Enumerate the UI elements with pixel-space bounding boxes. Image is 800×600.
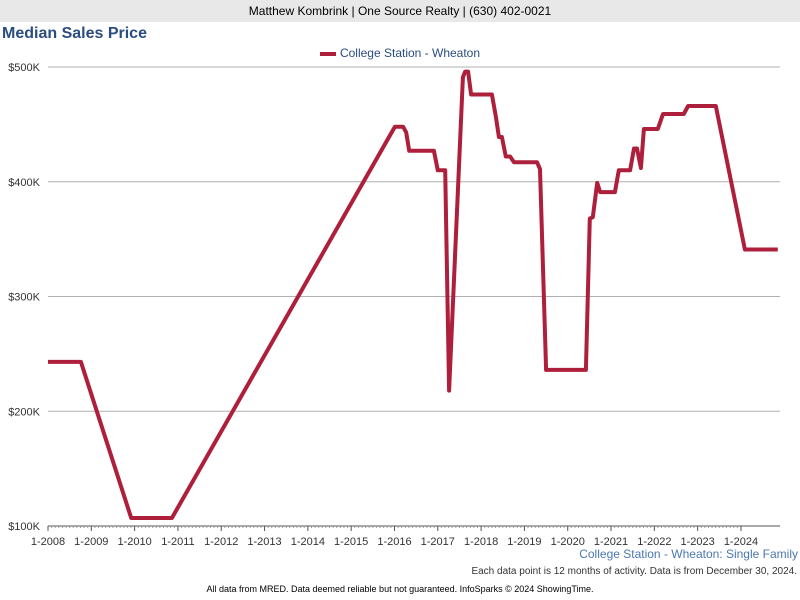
y-tick-label: $500K — [8, 62, 40, 74]
x-tick-label: 1-2011 — [161, 536, 194, 548]
data-note: Each data point is 12 months of activity… — [471, 566, 797, 577]
x-tick-label: 1-2015 — [334, 536, 368, 548]
x-tick-label: 1-2009 — [74, 536, 108, 548]
x-tick-label: 1-2017 — [421, 536, 455, 548]
chart-subtitle: College Station - Wheaton: Single Family — [579, 547, 798, 561]
legend-swatch — [319, 51, 336, 56]
x-tick-label: 1-2023 — [681, 536, 715, 548]
y-tick-label: $400K — [8, 177, 40, 189]
x-tick-label: 1-2016 — [377, 536, 411, 548]
x-tick-label: 1-2014 — [291, 536, 325, 548]
y-tick-label: $200K — [8, 406, 40, 418]
x-tick-label: 1-2021 — [594, 536, 628, 548]
x-tick-label: 1-2018 — [464, 536, 498, 548]
x-tick-label: 1-2013 — [247, 536, 281, 548]
x-tick-label: 1-2010 — [117, 536, 151, 548]
series-line-college-station-wheaton — [48, 69, 778, 520]
x-tick-label: 1-2022 — [637, 536, 671, 548]
x-tick-label: 1-2012 — [204, 536, 238, 548]
y-tick-label: $300K — [8, 292, 40, 304]
x-tick-label: 1-2008 — [31, 536, 65, 548]
header-bar: Matthew Kombrink | One Source Realty | (… — [0, 0, 800, 22]
legend-label: College Station - Wheaton — [339, 46, 481, 60]
x-tick-label: 1-2019 — [507, 536, 541, 548]
x-tick-label: 1-2020 — [551, 536, 585, 548]
legend[interactable]: College Station - Wheaton — [0, 46, 800, 60]
y-tick-label: $100K — [8, 521, 40, 533]
disclaimer: All data from MRED. Data deemed reliable… — [206, 584, 594, 594]
chart-title: Median Sales Price — [2, 25, 147, 42]
x-tick-label: 1-2024 — [724, 536, 758, 548]
